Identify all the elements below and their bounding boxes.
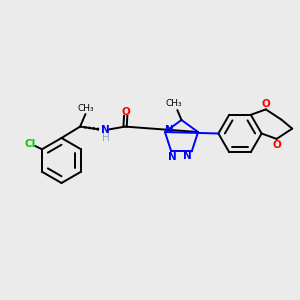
Text: O: O bbox=[121, 107, 130, 117]
Text: O: O bbox=[261, 99, 270, 109]
Text: Cl: Cl bbox=[25, 139, 36, 149]
Text: CH₃: CH₃ bbox=[77, 104, 94, 113]
Text: H: H bbox=[102, 133, 110, 143]
Text: N: N bbox=[183, 151, 191, 161]
Text: N: N bbox=[165, 125, 174, 135]
Text: CH₃: CH₃ bbox=[165, 99, 182, 108]
Text: N: N bbox=[168, 152, 177, 162]
Text: O: O bbox=[272, 140, 281, 150]
Text: N: N bbox=[101, 125, 110, 135]
